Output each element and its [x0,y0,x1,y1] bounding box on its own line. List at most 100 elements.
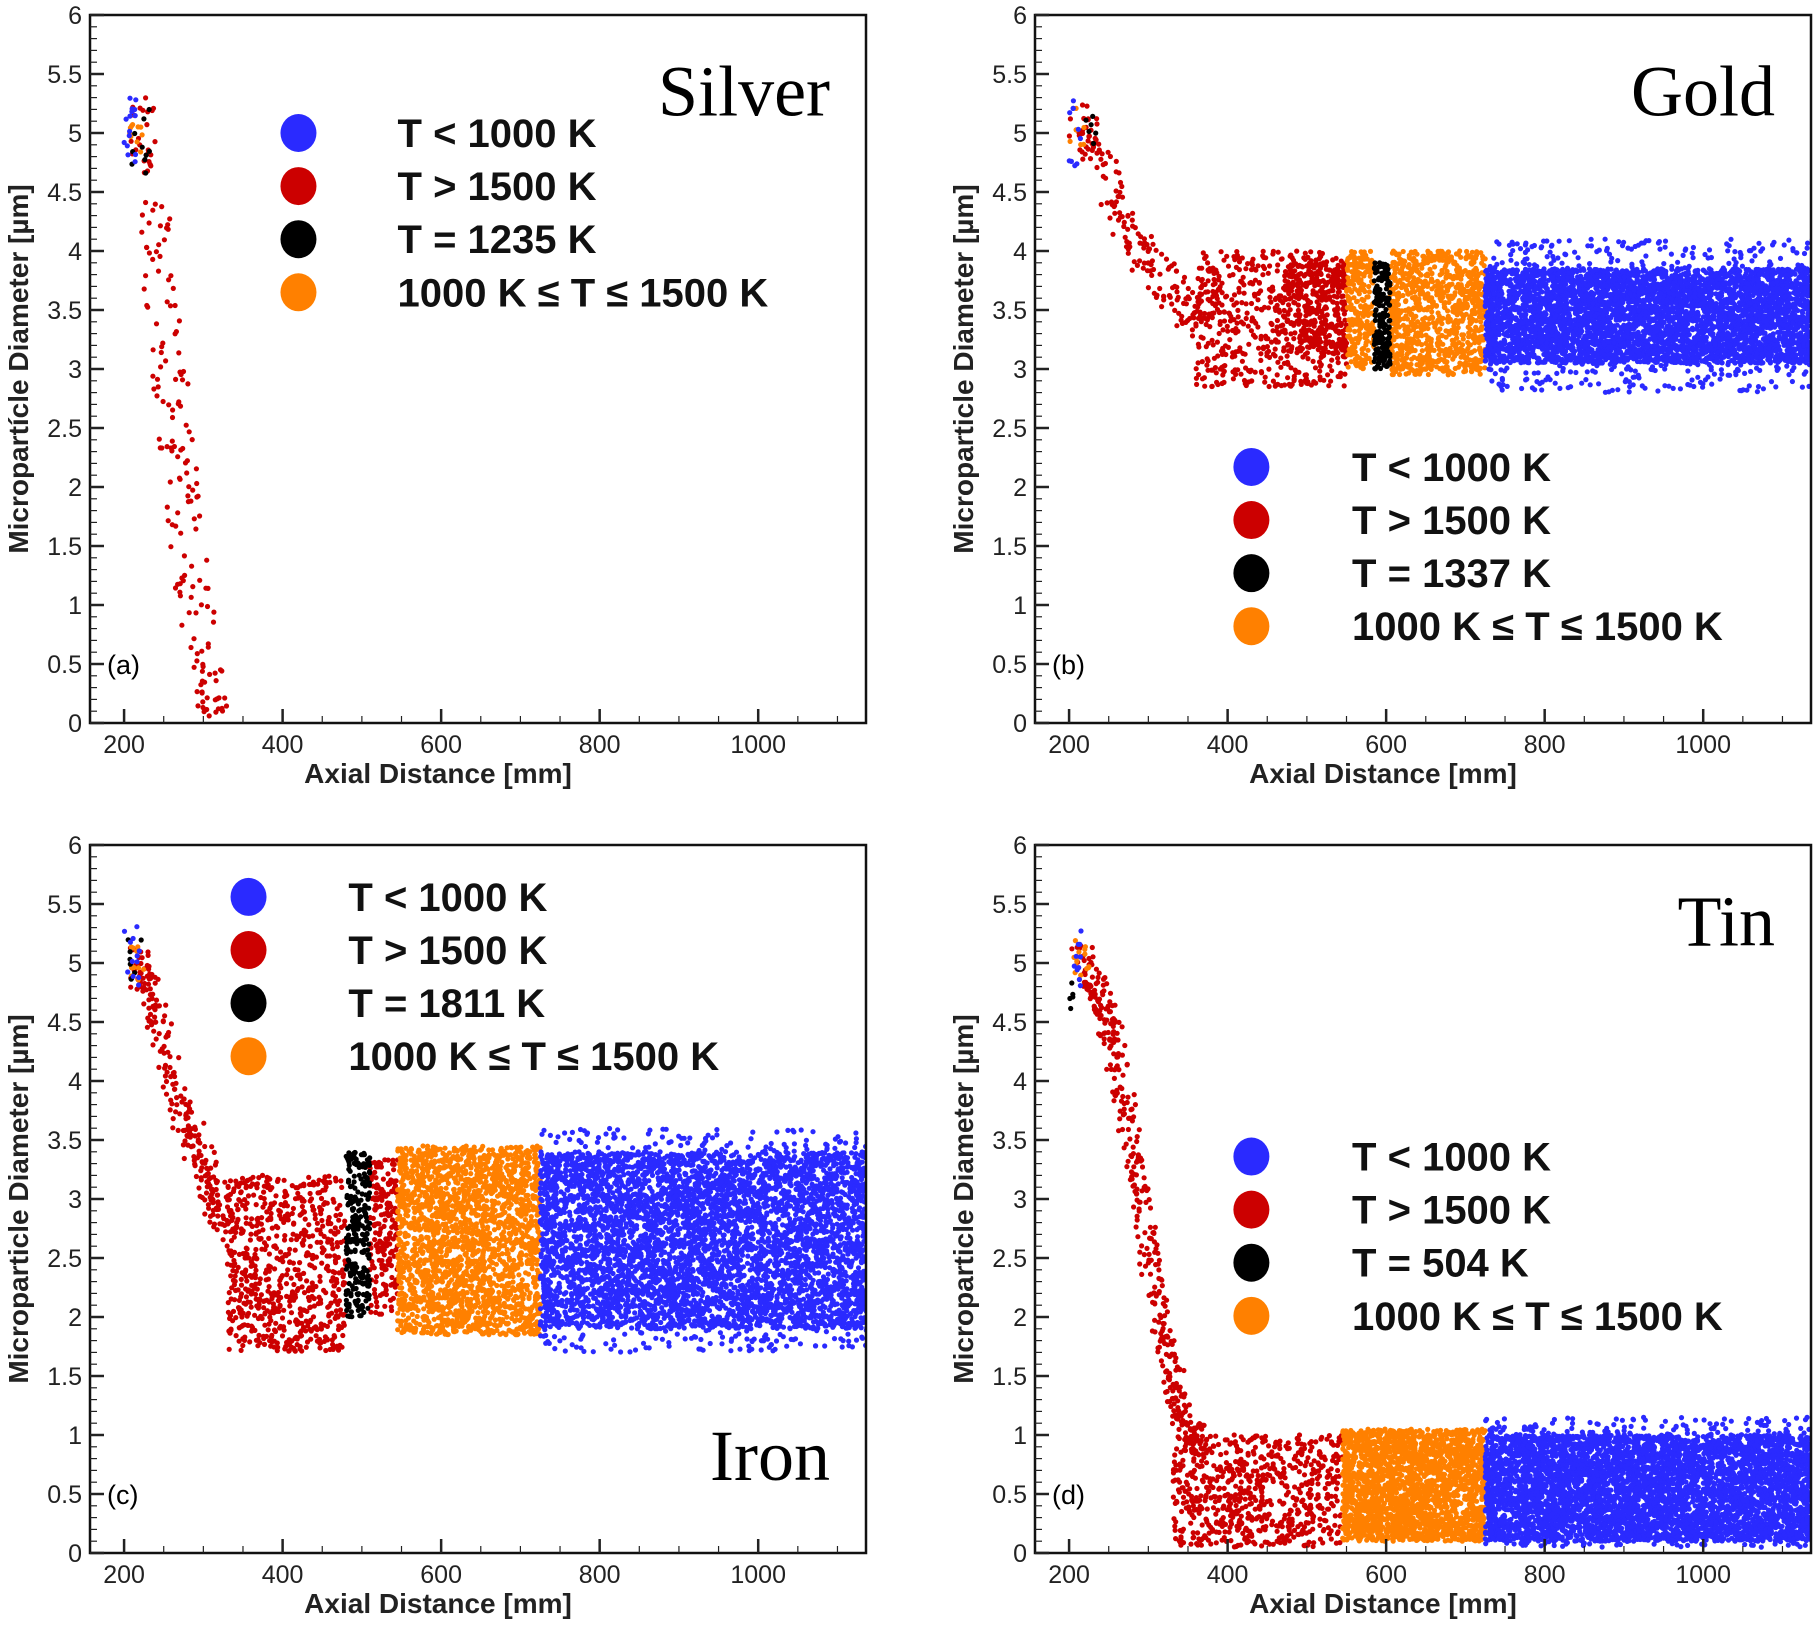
data-point [1154,292,1160,298]
data-point [186,429,192,435]
data-point [1215,353,1221,359]
data-point [167,479,173,485]
data-point [1230,350,1236,356]
data-point [1308,339,1314,345]
data-point [1374,340,1380,346]
data-point [158,349,164,356]
data-point [1174,297,1180,303]
data-point [1265,305,1272,311]
data-point [1358,325,1364,331]
data-point [1259,307,1265,313]
data-point [1334,322,1341,328]
data-point [1401,275,1407,281]
data-point [1419,289,1425,295]
data-point [1375,361,1382,367]
data-point [1241,290,1247,296]
data-point [169,414,176,421]
data-point [194,658,200,664]
data-point [1404,271,1410,277]
data-point [1442,353,1448,359]
data-point [1094,121,1100,127]
data-point [1373,313,1379,319]
data-point [1225,344,1231,350]
data-point [1243,380,1249,386]
data-point [194,651,200,657]
data-point [1087,156,1094,162]
data-point [197,513,203,519]
data-point [1238,371,1244,377]
data-point [121,139,127,146]
data-point [1214,379,1220,385]
data-point [1373,307,1379,313]
data-point [1104,200,1110,206]
data-point [1190,289,1196,296]
data-point [1289,284,1295,290]
data-point [1179,320,1185,326]
data-point [1372,366,1379,372]
data-point [1393,368,1399,375]
data-point [176,318,182,324]
data-point [1070,105,1076,111]
data-point [1194,381,1200,387]
data-point [205,585,211,592]
data-point [1395,297,1401,303]
data-point [1386,280,1392,286]
data-point [1266,383,1272,390]
data-point [1444,268,1450,274]
data-point [1121,223,1127,230]
data-point [1478,281,1484,287]
data-point [1414,298,1420,304]
data-point [1330,342,1336,348]
data-point [1233,264,1239,270]
data-point [1125,250,1131,256]
data-point [166,277,172,283]
data-point [1144,268,1151,274]
legend-marker [280,220,317,259]
data-point [167,303,174,309]
data-point [1371,333,1377,339]
data-point [1265,270,1271,276]
data-point [1108,199,1115,205]
data-point [1349,339,1355,345]
data-point [198,682,204,688]
data-point [172,331,178,337]
data-point [1113,188,1119,194]
data-point [1230,376,1236,382]
data-point [1453,331,1459,337]
data-point [1374,283,1380,289]
data-point [1436,285,1442,291]
data-point [1458,254,1464,260]
data-point [1348,281,1354,287]
data-point [178,530,184,536]
data-point [184,458,190,464]
data-point [1072,163,1078,169]
data-point [1337,374,1343,380]
data-point [159,204,165,210]
data-point [1328,378,1334,384]
data-point [1245,323,1251,329]
data-point [1386,341,1392,347]
data-point [1313,380,1319,386]
data-point [1191,315,1197,321]
data-point [1189,333,1196,339]
data-point [1458,283,1464,289]
data-point [1273,382,1279,388]
data-point [177,476,183,482]
data-point [1449,327,1455,333]
data-point [1463,359,1469,366]
data-point [1282,283,1288,289]
data-point [1336,268,1342,275]
data-point [1263,255,1269,261]
data-point [205,644,211,650]
data-point [1282,295,1288,301]
data-point [1081,124,1087,131]
data-point [1436,346,1443,353]
data-point [142,157,148,163]
data-point [193,526,199,532]
data-point [1292,330,1298,336]
data-point [1406,309,1412,315]
data-point [1293,312,1299,318]
data-point [170,285,176,291]
